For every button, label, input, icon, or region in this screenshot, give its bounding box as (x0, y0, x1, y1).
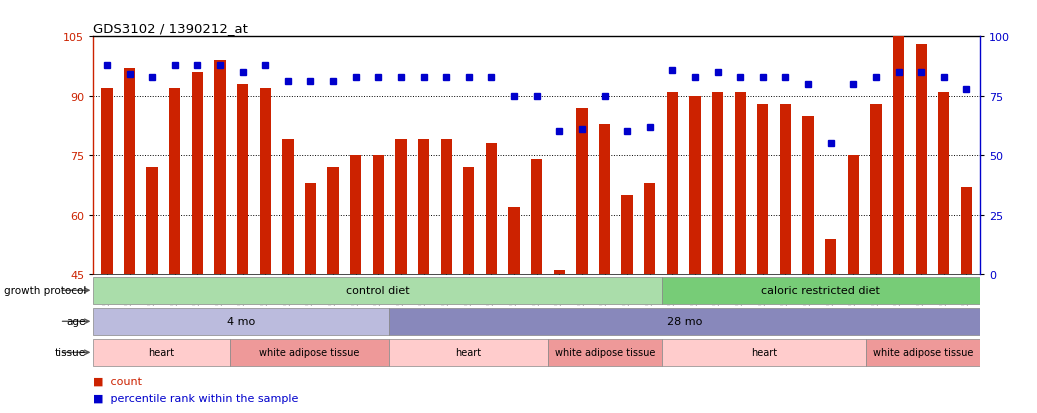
Bar (441, 140, 452, 275)
Text: GDS3102 / 1390212_at: GDS3102 / 1390212_at (93, 21, 248, 35)
Bar (192, 73, 203, 275)
Text: 28 mo: 28 mo (667, 316, 702, 327)
Text: white adipose tissue: white adipose tissue (873, 347, 974, 358)
Text: age: age (66, 316, 86, 327)
Bar (825, 239, 836, 275)
Bar (916, 45, 927, 275)
Text: white adipose tissue: white adipose tissue (555, 347, 655, 358)
Text: heart: heart (148, 347, 174, 358)
Bar (780, 104, 791, 275)
Bar (215, 61, 226, 275)
Bar (508, 207, 520, 275)
Bar (757, 104, 768, 275)
Bar (169, 89, 180, 275)
Bar (960, 188, 972, 275)
Bar (938, 93, 950, 275)
Bar (893, 37, 904, 275)
Bar (866, 339, 980, 366)
Bar (230, 339, 389, 366)
Text: white adipose tissue: white adipose tissue (259, 347, 360, 358)
Bar (102, 89, 113, 275)
Bar (395, 140, 407, 275)
Bar (548, 339, 662, 366)
Bar (644, 184, 655, 275)
Bar (328, 168, 339, 275)
Bar (93, 308, 389, 335)
Text: caloric restricted diet: caloric restricted diet (761, 285, 880, 296)
Bar (123, 69, 135, 275)
Bar (734, 93, 746, 275)
Bar (259, 89, 271, 275)
Bar (803, 116, 814, 275)
Text: control diet: control diet (345, 285, 410, 296)
Bar (146, 168, 158, 275)
Text: heart: heart (455, 347, 481, 358)
Text: ■  percentile rank within the sample: ■ percentile rank within the sample (93, 393, 299, 403)
Bar (598, 124, 610, 275)
Bar (662, 277, 980, 304)
Bar (93, 339, 230, 366)
Bar (621, 195, 633, 275)
Bar (464, 168, 475, 275)
Bar (690, 97, 701, 275)
Text: heart: heart (751, 347, 777, 358)
Text: growth protocol: growth protocol (4, 285, 86, 296)
Bar (237, 85, 248, 275)
Text: 4 mo: 4 mo (227, 316, 255, 327)
Bar (870, 104, 881, 275)
Bar (577, 109, 588, 275)
Bar (351, 156, 361, 275)
Bar (282, 140, 293, 275)
Text: tissue: tissue (55, 347, 86, 358)
Bar (93, 277, 662, 304)
Text: ■  count: ■ count (93, 376, 142, 386)
Bar (554, 271, 565, 275)
Bar (531, 160, 542, 275)
Bar (847, 156, 859, 275)
Bar (389, 339, 548, 366)
Bar (712, 93, 723, 275)
Bar (667, 93, 678, 275)
Bar (662, 339, 866, 366)
Bar (305, 184, 316, 275)
Bar (485, 144, 497, 275)
Bar (389, 308, 980, 335)
Bar (372, 156, 384, 275)
Bar (418, 140, 429, 275)
